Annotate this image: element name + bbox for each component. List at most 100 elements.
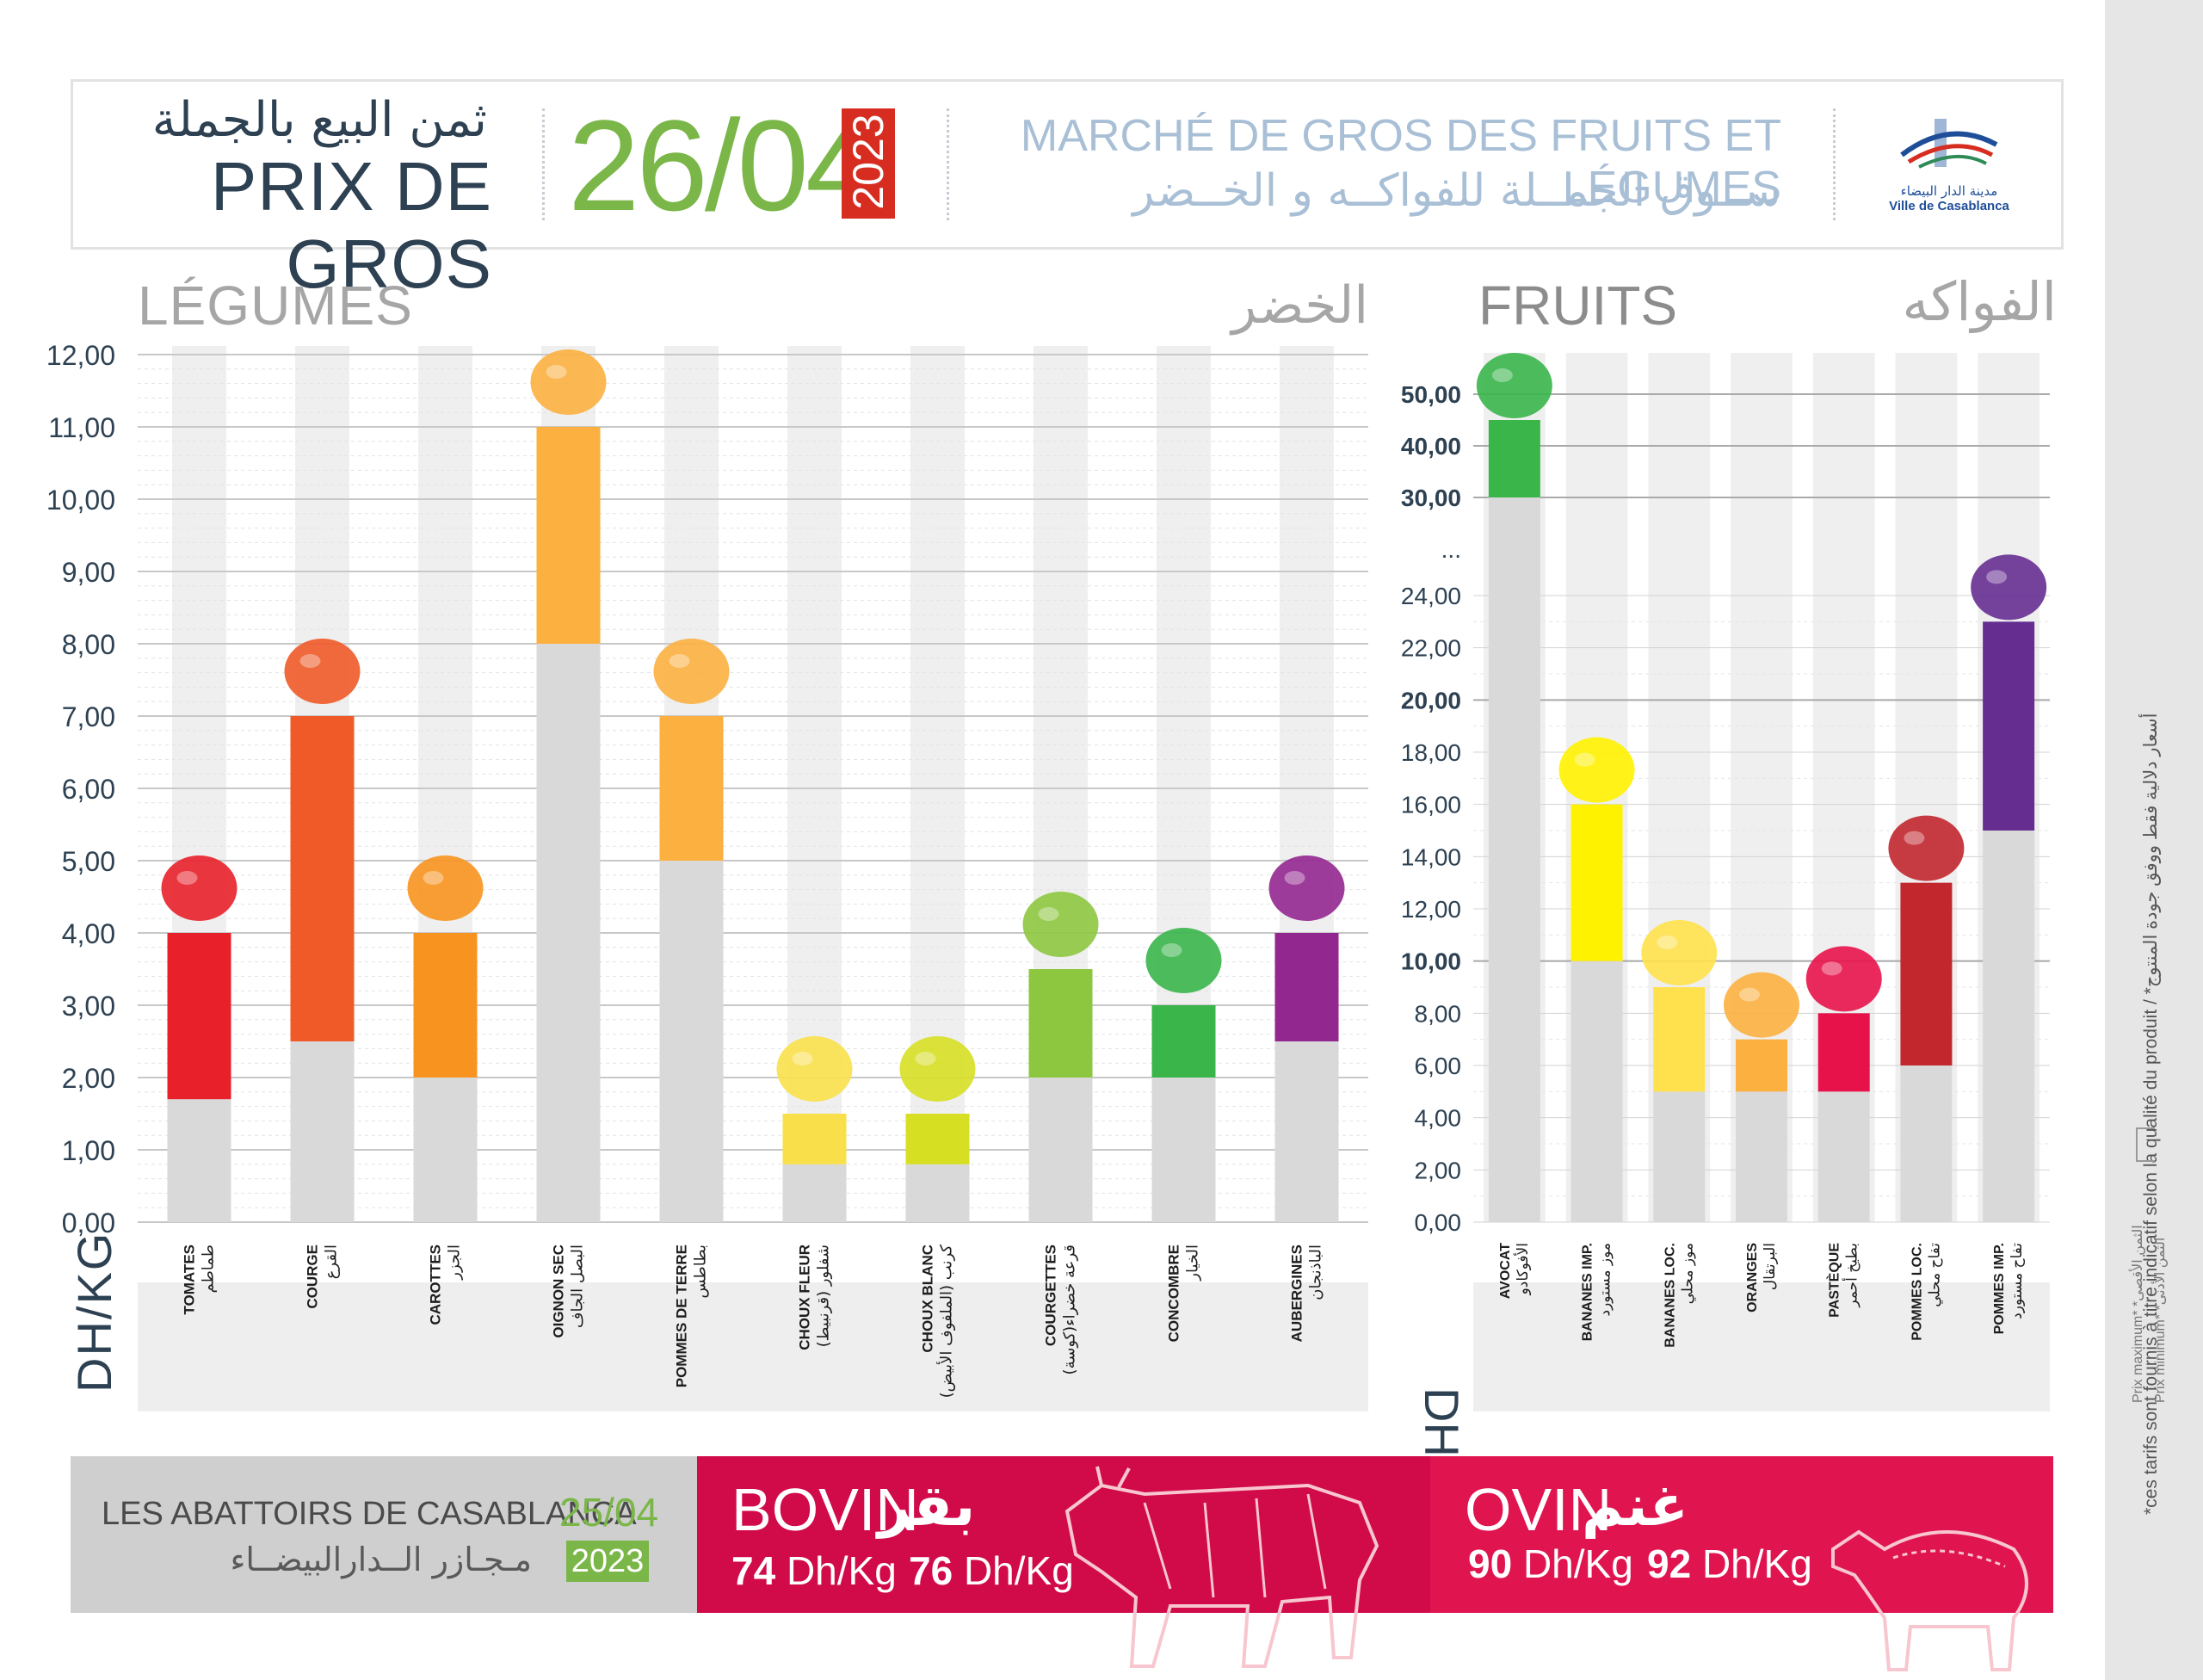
header-banner <box>71 79 2064 250</box>
y-tick-label: 4,00 <box>1415 1105 1462 1132</box>
bar-max-pommes-imp- <box>1983 621 2035 831</box>
y-tick-label: 20,00 <box>1401 687 1461 713</box>
cabbage-icon-shine <box>915 1052 936 1065</box>
header-separator <box>542 108 545 220</box>
cabbage-icon <box>899 1036 976 1102</box>
banana-icon-shine <box>1657 936 1678 949</box>
y-tick-label: 18,00 <box>1401 739 1461 766</box>
pumpkin-icon <box>284 639 361 704</box>
city-emblem-icon <box>1900 119 1998 169</box>
ovin-panel <box>1430 1456 2053 1613</box>
bar-max-aubergines <box>1274 933 1339 1041</box>
ovin-min-value: 90 <box>1468 1541 1513 1586</box>
category-label: POMMES LOC. <box>1910 1243 1924 1341</box>
bananas-icon-shine <box>1574 752 1595 767</box>
bovin-min-value: 74 <box>731 1548 776 1593</box>
y-tick-label: 0,00 <box>62 1208 115 1238</box>
logo-arabic: مدينة الدار البيضاء <box>1900 183 1998 199</box>
banana-icon <box>1641 920 1718 985</box>
y-tick-label: ... <box>1441 536 1461 563</box>
bar-max-bananes-loc- <box>1653 987 1706 1092</box>
eggplant-icon-shape <box>1268 855 1345 921</box>
category-label-ar: القرع <box>323 1245 341 1279</box>
category-label: AUBERGINES <box>1289 1245 1305 1342</box>
y-tick-label: 3,00 <box>62 991 115 1022</box>
bovin-max-price: 76 Dh/Kg <box>909 1547 1074 1594</box>
bar-max-choux-blanc <box>905 1114 970 1164</box>
category-label-ar: قرعة خضراء(كوسة) <box>1061 1245 1079 1374</box>
ovin-max-value: 92 <box>1647 1541 1692 1586</box>
bar-min-pommes-de-terre <box>659 861 724 1222</box>
market-title-fr: MARCHÉ DE GROS DES FRUITS ET LÉGUMES <box>1020 111 1781 213</box>
carrot-icon-shape <box>407 855 484 921</box>
apple-icon-shine <box>1904 831 1925 845</box>
y-tick-label: 12,00 <box>46 340 115 371</box>
abattoirs-title-ar: مـجـازر الــدارالبيضــاء <box>230 1541 533 1578</box>
zucchini-icon-shine <box>1038 907 1059 921</box>
bar-max-courge <box>290 716 355 1041</box>
watermelon-icon-shape <box>1805 946 1882 1012</box>
meat-year: 2023 <box>566 1541 649 1582</box>
y-tick-label: 9,00 <box>62 557 115 588</box>
fruits-title-ar: الفواكه <box>1902 270 2058 333</box>
tomato-icon-shape <box>161 855 238 921</box>
bar-max-avocat <box>1488 420 1540 497</box>
category-label: OIGNON SEC <box>551 1245 567 1338</box>
onion-icon-shine <box>546 365 567 379</box>
avocado-icon <box>1476 353 1552 418</box>
legend-max: Prix maximum* *الثمن الأقصى <box>2131 1225 2145 1403</box>
bar-min-pastèque <box>1817 1091 1870 1222</box>
y-tick-label: 5,00 <box>62 846 115 877</box>
category-label-ar: الجزر <box>446 1245 464 1281</box>
ovin-max-unit: Dh/Kg <box>1701 1541 1812 1586</box>
bar-min-bananes-loc- <box>1653 1091 1706 1222</box>
year-badge <box>842 108 895 219</box>
header-date: 26/04 <box>568 93 877 238</box>
category-label: CAROTTES <box>428 1245 444 1325</box>
y-tick-label: 7,00 <box>62 701 115 732</box>
category-label: CHOUX FLEUR <box>797 1245 813 1350</box>
legumes-label-band-top <box>138 1222 1368 1282</box>
watermelon-icon-shine <box>1821 961 1842 976</box>
y-tick-label: 4,00 <box>62 918 115 949</box>
y-tick-label: 12,00 <box>1401 896 1461 923</box>
potato-icon-shine <box>669 654 690 668</box>
page-title: PRIX DE GROS <box>210 148 492 302</box>
bar-max-courgettes <box>1028 969 1093 1078</box>
tomato-icon-shine <box>176 871 198 885</box>
banana-icon-shape <box>1641 920 1718 985</box>
bar-min-pommes-loc- <box>1900 1065 1953 1222</box>
y-tick-label: 14,00 <box>1401 843 1461 870</box>
legumes-unit: DH/KG <box>67 1231 121 1393</box>
category-label-ar: موز مستورد <box>1597 1243 1614 1316</box>
category-label-ar: البصل الجاف <box>569 1245 587 1328</box>
bovin-min-unit: Dh/Kg <box>786 1548 897 1593</box>
apple-icon-shape <box>1888 815 1965 881</box>
bar-min-bananes-imp- <box>1570 960 1623 1222</box>
y-tick-label: 6,00 <box>62 774 115 805</box>
bovin-min-price: 74 Dh/Kg <box>731 1547 897 1594</box>
category-label: POMMES DE TERRE <box>674 1245 690 1387</box>
casablanca-logo: مدينة الدار البيضاء Ville de Casablanca <box>1885 110 2014 213</box>
legumes-title-ar: الخضر <box>1231 275 1368 336</box>
ovin-max-price: 92 Dh/Kg <box>1647 1541 1812 1587</box>
cucumber-icon-shape <box>1145 928 1222 993</box>
cauliflower-icon-shape <box>776 1036 853 1102</box>
bar-min-avocat <box>1488 497 1540 1222</box>
bar-max-carottes <box>413 933 478 1078</box>
avocado-icon-shine <box>1491 368 1513 382</box>
fruits-label-band-top <box>1473 1222 2050 1282</box>
y-tick-label: 2,00 <box>1415 1157 1462 1183</box>
category-label-ar: تفاح مستورد <box>2009 1243 2026 1319</box>
bar-max-concombre <box>1151 1005 1216 1078</box>
cabbage-icon-shape <box>899 1036 976 1102</box>
bar-max-tomates <box>167 933 231 1100</box>
cauliflower-icon-shine <box>792 1052 813 1065</box>
cucumber-icon <box>1145 928 1222 993</box>
ovin-title-ar: غنم <box>1582 1473 1688 1539</box>
apples-icon <box>1971 554 2047 621</box>
category-label: ORANGES <box>1745 1243 1760 1312</box>
fruits-title: FRUITS <box>1478 275 1678 337</box>
y-tick-label: 50,00 <box>1401 381 1461 408</box>
y-tick-label: 22,00 <box>1401 635 1461 662</box>
